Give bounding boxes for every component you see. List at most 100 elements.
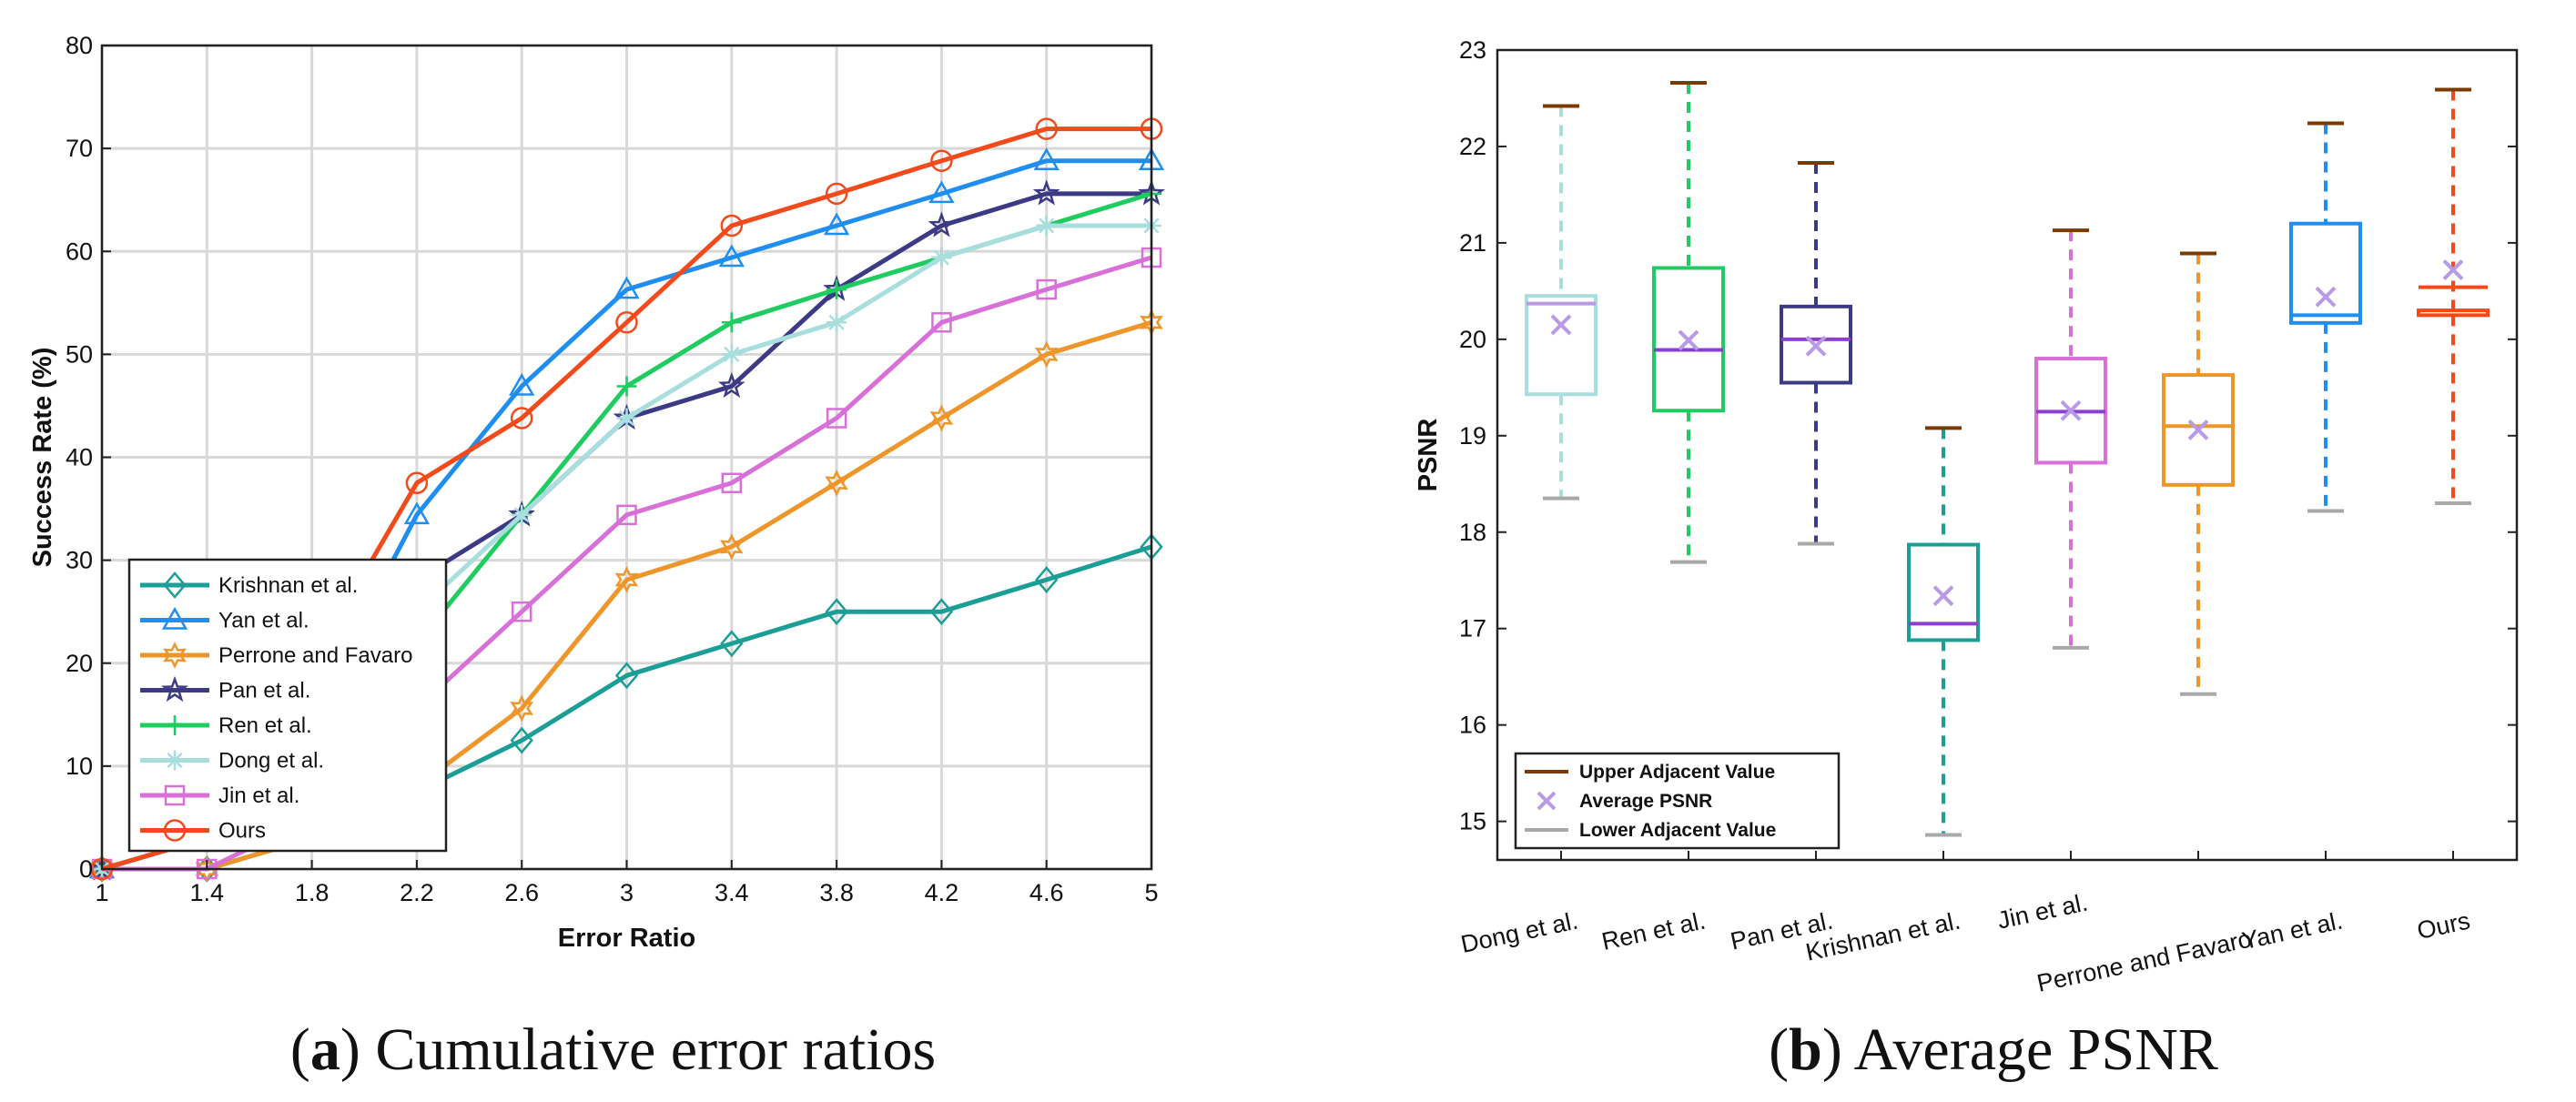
data-point-perrone-and-favaro bbox=[719, 533, 744, 561]
y-tick-label: 22 bbox=[1459, 133, 1486, 160]
y-tick-label: 30 bbox=[66, 547, 93, 574]
legend-label: Jin et al. bbox=[218, 784, 299, 808]
mean-marker bbox=[1932, 585, 1954, 607]
data-point-krishnan-et-al bbox=[929, 598, 954, 626]
caption-paren: ) bbox=[340, 1016, 375, 1083]
legend-marker bbox=[161, 675, 188, 703]
data-point-dong-et-al bbox=[827, 312, 847, 333]
legend-entry-ren-et-al: Ren et al. bbox=[140, 713, 312, 738]
x-tick-label: 2.2 bbox=[400, 879, 434, 906]
mean-marker bbox=[2442, 259, 2464, 280]
iqr-box bbox=[2289, 221, 2362, 325]
legend-entry-pan-et-al: Pan et al. bbox=[140, 675, 310, 703]
mean-marker bbox=[2060, 399, 2082, 421]
data-point-jin-et-al bbox=[826, 408, 847, 429]
x-tick-label: 1.4 bbox=[190, 879, 225, 906]
legend-box bbox=[127, 558, 448, 853]
x-axis-label: Error Ratio bbox=[558, 924, 695, 953]
legend-label: Dong et al. bbox=[218, 749, 324, 773]
y-tick-label: 17 bbox=[1459, 615, 1486, 642]
iqr-box bbox=[1907, 542, 1980, 642]
data-point-ren-et-al bbox=[616, 376, 637, 397]
legend-entry-average-psnr: Average PSNR bbox=[1536, 791, 1712, 812]
iqr-box bbox=[1525, 294, 1597, 397]
data-point-dong-et-al bbox=[1036, 215, 1057, 236]
legend-label: Yan et al. bbox=[218, 609, 309, 633]
data-point-krishnan-et-al bbox=[1035, 566, 1059, 594]
legend-label: Lower Adjacent Value bbox=[1579, 820, 1776, 841]
mean-marker bbox=[2315, 286, 2337, 308]
data-point-dong-et-al bbox=[721, 344, 742, 365]
plot-area bbox=[1497, 50, 2517, 860]
iqr-box bbox=[2417, 308, 2490, 318]
legend-x-marker bbox=[1536, 791, 1557, 811]
data-point-jin-et-al bbox=[616, 504, 637, 526]
data-point-ours bbox=[510, 407, 533, 430]
data-point-ours bbox=[405, 471, 429, 495]
y-tick-label: 20 bbox=[1459, 326, 1486, 353]
mean-marker bbox=[1805, 335, 1827, 357]
data-point-perrone-and-favaro bbox=[510, 694, 534, 723]
y-tick-label: 50 bbox=[66, 340, 93, 368]
x-tick-label: 4.2 bbox=[925, 879, 959, 906]
data-point-yan-et-al bbox=[718, 244, 745, 268]
caption-letter: a bbox=[310, 1016, 340, 1083]
data-point-jin-et-al bbox=[511, 601, 532, 622]
legend-label: Ours bbox=[218, 819, 266, 844]
y-tick-label: 23 bbox=[1459, 36, 1486, 64]
data-point-perrone-and-favaro bbox=[929, 404, 954, 432]
legend-box bbox=[1514, 752, 1841, 850]
legend-label: Upper Adjacent Value bbox=[1579, 762, 1775, 783]
data-point-dong-et-al bbox=[616, 408, 637, 429]
line-chart-panel: 0 10 20 30 40 50 60 70 80 1 1.4 1.8 2.2 2.6 3 3.4 3.8 4.2… bbox=[28, 32, 1165, 1083]
mean-marker bbox=[1550, 314, 1572, 336]
caption-text: Cumulative error ratios bbox=[375, 1016, 936, 1083]
data-point-pan-et-al bbox=[1032, 179, 1060, 206]
legend-entry-jin-et-al: Jin et al. bbox=[140, 784, 299, 808]
y-tick-label: 19 bbox=[1459, 422, 1486, 450]
data-point-perrone-and-favaro bbox=[1034, 340, 1059, 369]
mean-marker bbox=[2187, 420, 2209, 440]
y-tick-label: 20 bbox=[66, 650, 93, 677]
legend-marker bbox=[165, 750, 185, 771]
data-point-perrone-and-favaro bbox=[825, 469, 848, 497]
category-label: Ours bbox=[2415, 907, 2472, 945]
data-point-dong-et-al bbox=[931, 248, 952, 268]
y-tick-label: 0 bbox=[79, 855, 93, 883]
legend-marker bbox=[163, 642, 187, 669]
data-point-krishnan-et-al bbox=[614, 662, 639, 690]
category-label: Ren et al. bbox=[1599, 907, 1708, 955]
x-tick-label: 1 bbox=[95, 879, 108, 906]
x-tick-label: 4.6 bbox=[1029, 879, 1064, 906]
iqr-box bbox=[2162, 373, 2235, 487]
data-point-ours bbox=[825, 182, 848, 206]
box-ren-et-al bbox=[1652, 81, 1725, 564]
data-point-yan-et-al bbox=[1033, 147, 1060, 170]
data-point-ren-et-al bbox=[827, 279, 847, 300]
legend-marker bbox=[161, 606, 188, 630]
data-point-yan-et-al bbox=[823, 212, 850, 236]
legend-entry-krishnan-et-al: Krishnan et al. bbox=[140, 571, 358, 599]
data-point-yan-et-al bbox=[403, 501, 431, 525]
legend-entry-yan-et-al: Yan et al. bbox=[140, 606, 309, 633]
y-tick-label: 16 bbox=[1459, 712, 1486, 739]
legend-entry-dong-et-al: Dong et al. bbox=[140, 749, 324, 773]
legend-label: Krishnan et al. bbox=[218, 573, 358, 598]
data-point-ours bbox=[720, 214, 744, 238]
legend-label: Pan et al. bbox=[218, 679, 310, 703]
category-label: Perrone and Favaro bbox=[2034, 925, 2254, 997]
legend-label: Perrone and Favaro bbox=[218, 643, 412, 668]
legend: Krishnan et al. Yan et al. Perrone and Fav… bbox=[127, 558, 448, 853]
legend-entry-perrone-and-favaro: Perrone and Favaro bbox=[140, 642, 412, 669]
legend-label: Ren et al. bbox=[218, 713, 312, 738]
x-tick-label: 3.4 bbox=[715, 879, 749, 906]
box-pan-et-al bbox=[1780, 160, 1852, 546]
data-point-ren-et-al bbox=[721, 312, 742, 333]
x-tick-label: 5 bbox=[1144, 879, 1158, 906]
caption-text: Average PSNR bbox=[1854, 1016, 2218, 1083]
caption-b: (b) Average PSNR bbox=[1769, 1016, 2218, 1083]
legend-entry-lower-adjacent-value: Lower Adjacent Value bbox=[1525, 820, 1776, 841]
caption-letter: b bbox=[1789, 1016, 1822, 1083]
caption-a: (a) Cumulative error ratios bbox=[290, 1016, 936, 1083]
